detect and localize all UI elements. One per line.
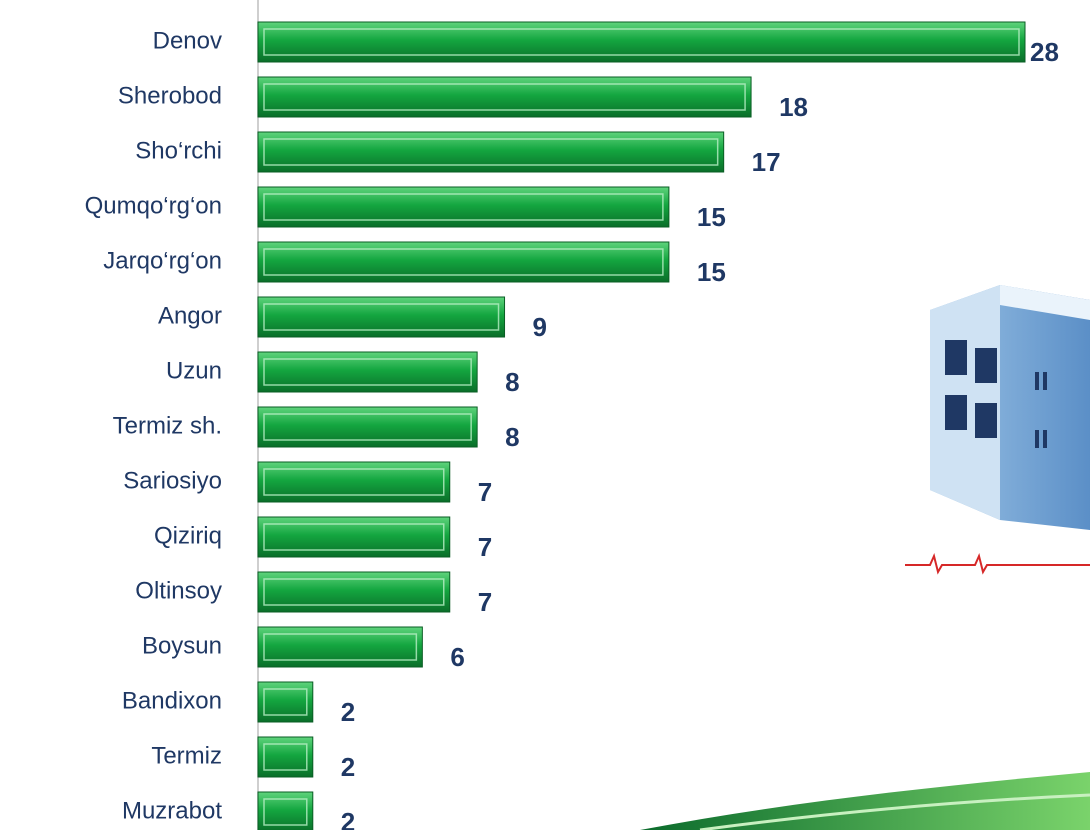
bar <box>257 736 314 778</box>
bar <box>257 516 451 558</box>
category-label: Termiz sh. <box>113 412 222 439</box>
data-label: 2 <box>341 697 355 727</box>
bar <box>257 21 1026 63</box>
data-label: 8 <box>505 422 519 452</box>
category-label: Qumqo‘rg‘on <box>85 192 222 219</box>
data-label: 7 <box>478 532 492 562</box>
bar <box>257 241 670 283</box>
data-label: 2 <box>341 752 355 782</box>
data-label: 7 <box>478 587 492 617</box>
bar-bevel <box>263 28 1020 56</box>
category-label: Muzrabot <box>122 797 222 824</box>
bar-bevel <box>263 578 445 606</box>
bar-bevel <box>263 193 664 221</box>
category-label: Bandixon <box>122 687 222 714</box>
bar <box>257 131 725 173</box>
bar-bevel <box>263 523 445 551</box>
data-label: 2 <box>341 807 355 830</box>
data-label: 8 <box>505 367 519 397</box>
category-label: Boysun <box>142 632 222 659</box>
category-label: Termiz <box>151 742 222 769</box>
bar <box>257 406 478 448</box>
category-label: Sho‘rchi <box>135 137 222 164</box>
bar-bevel <box>263 468 445 496</box>
category-label: Angor <box>158 302 222 329</box>
bar-bevel <box>263 743 308 771</box>
data-label: 15 <box>697 257 726 287</box>
category-label: Sherobod <box>118 82 222 109</box>
bar <box>257 186 670 228</box>
bar <box>257 681 314 723</box>
bar <box>257 296 506 338</box>
bar <box>257 626 423 668</box>
data-label: 15 <box>697 202 726 232</box>
building-icon <box>905 285 1090 575</box>
swoosh-decoration <box>640 772 1090 830</box>
data-label: 28 <box>1030 37 1059 67</box>
data-label: 9 <box>533 312 547 342</box>
bar-bevel <box>263 798 308 826</box>
category-label: Oltinsoy <box>135 577 222 604</box>
bar-bevel <box>263 358 472 386</box>
bar-bevel <box>263 633 418 661</box>
category-label: Qiziriq <box>154 522 222 549</box>
category-label: Denov <box>153 27 222 54</box>
data-label: 7 <box>478 477 492 507</box>
bar <box>257 461 451 503</box>
bar-bevel <box>263 413 472 441</box>
category-label: Sariosiyo <box>123 467 222 494</box>
bar <box>257 571 451 613</box>
bar-bevel <box>263 303 500 331</box>
category-label: Jarqo‘rg‘on <box>103 247 222 274</box>
bar <box>257 351 478 393</box>
data-label: 6 <box>450 642 464 672</box>
bar-bevel <box>263 138 719 166</box>
category-label: Uzun <box>166 357 222 384</box>
bar-bevel <box>263 248 664 276</box>
data-label: 17 <box>752 147 781 177</box>
bar <box>257 76 752 118</box>
bar-bevel <box>263 83 746 111</box>
data-label: 18 <box>779 92 808 122</box>
bar-bevel <box>263 688 308 716</box>
